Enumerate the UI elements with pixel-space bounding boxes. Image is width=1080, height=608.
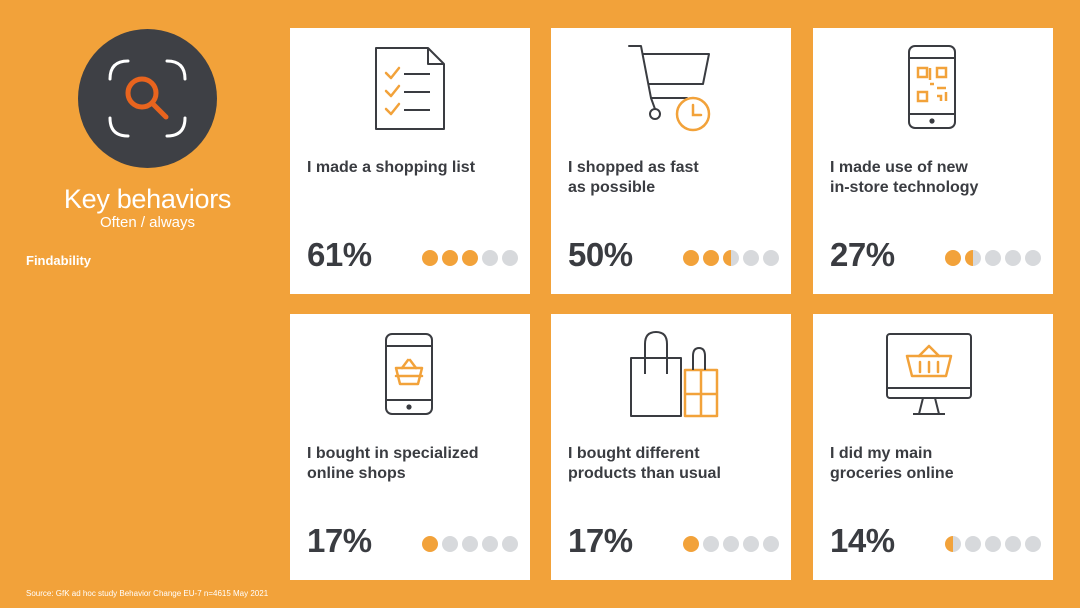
phone-qr-icon — [908, 45, 956, 129]
checklist-icon — [375, 47, 445, 130]
rating-dot — [723, 536, 739, 552]
rating-dot — [945, 536, 961, 552]
rating-dot — [985, 536, 1001, 552]
rating-dots — [422, 250, 518, 266]
rating-dot — [1025, 536, 1041, 552]
card-percent: 17% — [307, 522, 372, 559]
card-label-line2: in-store technology — [830, 179, 979, 196]
page-subtitle: Often / always — [99, 214, 196, 231]
rating-dot — [683, 536, 699, 552]
monitor-basket-icon — [886, 333, 972, 415]
rating-dot — [442, 250, 458, 266]
behavior-card: I made use of new in-store technology 27… — [813, 28, 1053, 294]
behavior-card: I made a shopping list 61% — [290, 28, 530, 294]
rating-dot — [1005, 250, 1021, 266]
rating-dot — [1025, 250, 1041, 266]
cart-clock-icon — [628, 45, 711, 132]
rating-dot — [945, 250, 961, 266]
card-label-line1: I made use of new — [830, 159, 968, 176]
shopping-bags-icon — [630, 331, 719, 418]
rating-dot — [703, 536, 719, 552]
rating-dots — [422, 536, 518, 552]
behavior-card: I bought different products than usual 1… — [551, 314, 791, 580]
rating-dots — [945, 536, 1041, 552]
rating-dot — [683, 250, 699, 266]
rating-dot — [422, 536, 438, 552]
card-label-line2: products than usual — [568, 465, 721, 482]
card-label-line1: I did my main — [830, 445, 933, 462]
card-label-line2: online shops — [307, 465, 406, 482]
rating-dots — [683, 536, 779, 552]
rating-dot — [743, 536, 759, 552]
source-note: Source: GfK ad hoc study Behavior Change… — [26, 589, 269, 598]
card-label-line1: I bought in specialized — [307, 445, 479, 462]
behavior-card: I bought in specialized online shops 17% — [290, 314, 530, 580]
rating-dot — [1005, 536, 1021, 552]
rating-dot — [482, 536, 498, 552]
card-percent: 14% — [830, 522, 895, 559]
card-label-line1: I shopped as fast — [568, 159, 699, 176]
rating-dot — [965, 250, 981, 266]
card-label-line2: as possible — [568, 179, 656, 196]
rating-dot — [985, 250, 1001, 266]
rating-dot — [965, 536, 981, 552]
card-percent: 50% — [568, 236, 633, 273]
rating-dot — [502, 536, 518, 552]
rating-dot — [723, 250, 739, 266]
card-percent: 61% — [307, 236, 372, 273]
rating-dot — [482, 250, 498, 266]
behavior-card: I shopped as fast as possible 50% — [551, 28, 791, 294]
card-label-line2: groceries online — [830, 465, 954, 482]
phone-basket-icon — [385, 333, 433, 415]
card-label-line1: I made a shopping list — [307, 159, 476, 176]
behavior-card: I did my main groceries online 14% — [813, 314, 1053, 580]
card-label-line1: I bought different — [568, 445, 700, 462]
rating-dot — [462, 250, 478, 266]
section-label: Findability — [26, 253, 91, 268]
rating-dot — [462, 536, 478, 552]
rating-dots — [683, 250, 779, 266]
rating-dot — [422, 250, 438, 266]
card-percent: 27% — [830, 236, 895, 273]
card-percent: 17% — [568, 522, 633, 559]
page-title: Key behaviors — [63, 184, 232, 214]
rating-dot — [763, 250, 779, 266]
rating-dot — [743, 250, 759, 266]
magnifier-scan-icon — [78, 29, 217, 168]
rating-dot — [502, 250, 518, 266]
rating-dot — [763, 536, 779, 552]
rating-dot — [703, 250, 719, 266]
rating-dot — [442, 536, 458, 552]
rating-dots — [945, 250, 1041, 266]
